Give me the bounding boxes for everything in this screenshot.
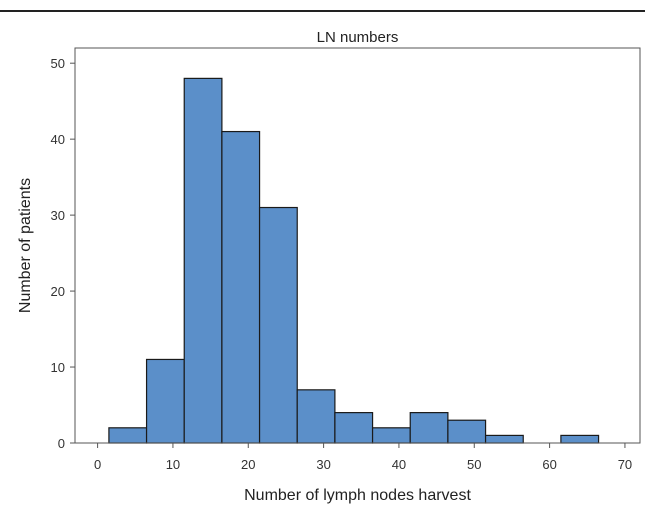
x-tick-label: 50 bbox=[467, 457, 481, 472]
x-tick-label: 0 bbox=[94, 457, 101, 472]
y-tick-label: 20 bbox=[51, 284, 65, 299]
top-divider-line bbox=[0, 10, 645, 12]
histogram-bar-2 bbox=[183, 77, 223, 444]
y-tick-label: 50 bbox=[51, 56, 65, 71]
histogram-bar-9 bbox=[447, 419, 487, 444]
histogram-bar-3 bbox=[221, 130, 261, 444]
histogram-bar-7 bbox=[371, 427, 411, 444]
x-tick-label: 20 bbox=[241, 457, 255, 472]
histogram-bar-10 bbox=[484, 434, 524, 444]
histogram-bar-6 bbox=[334, 412, 374, 444]
x-tick-label: 40 bbox=[392, 457, 406, 472]
y-tick-label: 40 bbox=[51, 132, 65, 147]
bars-group bbox=[108, 77, 600, 444]
histogram-bar-5 bbox=[296, 389, 336, 444]
x-axis-title: Number of lymph nodes harvest bbox=[244, 487, 471, 504]
x-tick-label: 70 bbox=[618, 457, 632, 472]
x-tick-label: 60 bbox=[542, 457, 556, 472]
y-tick-label: 10 bbox=[51, 360, 65, 375]
histogram-bar-11 bbox=[560, 434, 600, 444]
x-tick-label: 10 bbox=[166, 457, 180, 472]
histogram-bar-8 bbox=[409, 412, 449, 444]
y-tick-label: 30 bbox=[51, 208, 65, 223]
x-tick-label: 30 bbox=[316, 457, 330, 472]
histogram-bar-0 bbox=[108, 427, 148, 444]
y-axis-title: Number of patients bbox=[17, 178, 34, 313]
histogram-bar-4 bbox=[258, 206, 298, 444]
y-axis-ticks: 0 10 20 30 40 50 bbox=[51, 56, 75, 451]
histogram-bar-1 bbox=[145, 358, 185, 444]
plot-frame bbox=[74, 47, 641, 444]
x-axis-ticks: 0 10 20 30 40 50 60 70 bbox=[94, 443, 632, 472]
chart-title: LN numbers bbox=[317, 29, 399, 46]
y-tick-label: 0 bbox=[58, 436, 65, 451]
